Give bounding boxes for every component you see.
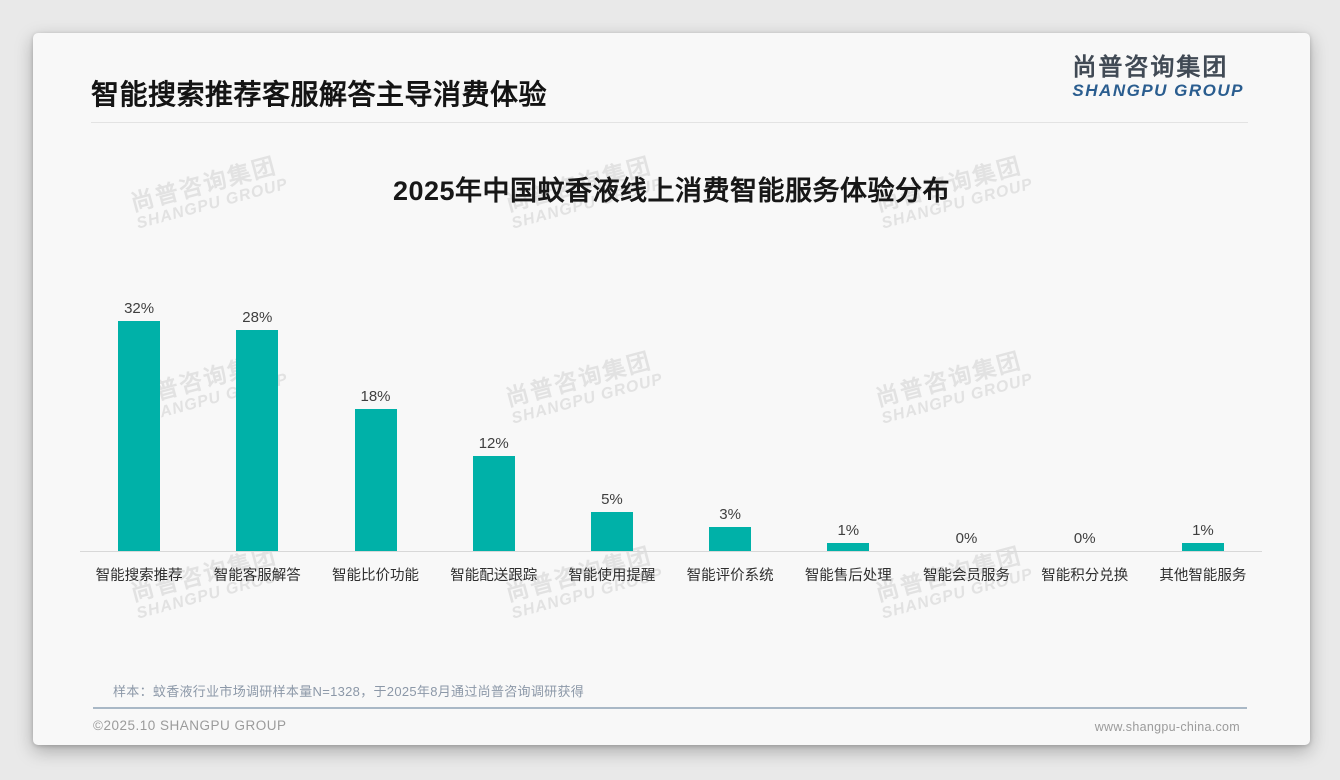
category-label: 智能评价系统 xyxy=(686,568,774,584)
company-logo-cn: 尚普咨询集团 xyxy=(1072,54,1229,81)
category-label: 智能会员服务 xyxy=(923,568,1011,584)
bar xyxy=(236,330,279,551)
footer-divider xyxy=(93,707,1247,709)
bar-column: 28% xyxy=(198,300,316,551)
category-label: 智能客服解答 xyxy=(213,568,301,584)
category-label: 智能比价功能 xyxy=(332,568,419,584)
bar-column: 1% xyxy=(789,300,907,551)
bar-value-label: 1% xyxy=(1192,522,1214,539)
website-text: www.shangpu-china.com xyxy=(1094,720,1240,734)
bar-chart-plot: 32% 28% 18% 12% 5% 3% 1% 0% 0% 1% xyxy=(80,300,1262,552)
bar xyxy=(590,512,633,551)
company-logo: 尚普咨询集团 SHANGPU GROUP xyxy=(1072,54,1244,101)
page-header: 智能搜索推荐客服解答主导消费体验 尚普咨询集团 SHANGPU GROUP xyxy=(33,33,1310,123)
bar-value-label: 28% xyxy=(242,309,273,326)
category-label: 智能积分兑换 xyxy=(1041,568,1129,584)
bar-value-label: 12% xyxy=(478,435,509,452)
page-title: 智能搜索推荐客服解答主导消费体验 xyxy=(91,79,548,110)
category-label: 智能使用提醒 xyxy=(568,568,656,584)
bar xyxy=(709,527,752,551)
bar-value-label: 1% xyxy=(837,522,860,539)
bar-column: 32% xyxy=(80,300,198,551)
category-label: 其他智能服务 xyxy=(1159,568,1247,584)
bar-column: 0% xyxy=(1026,300,1144,551)
bar xyxy=(354,409,397,551)
bar-column: 3% xyxy=(671,300,789,551)
bar xyxy=(472,456,515,551)
bar xyxy=(827,543,870,551)
bar-column: 18% xyxy=(316,300,434,551)
bar-value-label: 18% xyxy=(360,388,391,405)
bar-column: 0% xyxy=(907,300,1025,551)
bar-column: 1% xyxy=(1144,300,1262,551)
header-divider xyxy=(91,122,1248,123)
sample-footnote: 样本：蚊香液行业市场调研样本量N=1328，于2025年8月通过尚普咨询调研获得 xyxy=(113,684,585,699)
bar xyxy=(1181,543,1224,551)
report-card: 尚普咨询集团 SHANGPU GROUP 尚普咨询集团 SHANGPU GROUP 尚普… xyxy=(33,33,1310,745)
company-logo-en: SHANGPU GROUP xyxy=(1072,81,1244,101)
bar-value-label: 3% xyxy=(719,506,741,523)
bar-chart-categories: 智能搜索推荐 智能客服解答 智能比价功能 智能配送跟踪 智能使用提醒 智能评价系统 智能售后… xyxy=(80,564,1262,585)
bar-column: 5% xyxy=(553,300,671,551)
bar-value-label: 32% xyxy=(124,300,155,317)
bar-column: 12% xyxy=(435,300,553,551)
category-label: 智能配送跟踪 xyxy=(450,568,538,584)
bar-value-label: 5% xyxy=(601,491,623,508)
bar-value-label: 0% xyxy=(955,530,978,547)
category-label: 智能售后处理 xyxy=(804,568,892,584)
copyright-text: ©2025.10 SHANGPU GROUP xyxy=(93,718,287,733)
chart-title: 2025年中国蚊香液线上消费智能服务体验分布 xyxy=(392,176,951,206)
bar xyxy=(118,321,161,551)
category-label: 智能搜索推荐 xyxy=(95,568,183,584)
bar-value-label: 0% xyxy=(1073,530,1096,547)
